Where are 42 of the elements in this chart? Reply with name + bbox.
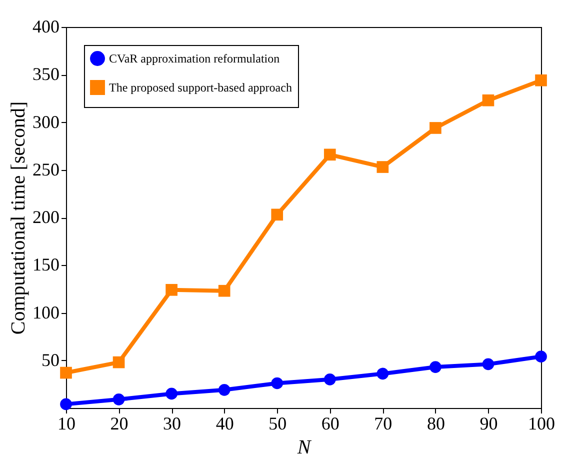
legend-label: CVaR approximation reformulation bbox=[109, 52, 280, 66]
x-tick-label: 20 bbox=[110, 414, 128, 434]
y-tick-label: 150 bbox=[32, 254, 60, 275]
y-axis-title: Computational time [second] bbox=[8, 101, 30, 335]
point bbox=[218, 284, 230, 297]
y-tick-label: 200 bbox=[32, 207, 60, 227]
x-tick-label: 40 bbox=[216, 414, 234, 434]
point bbox=[535, 350, 547, 362]
x-tick-label: 60 bbox=[321, 414, 340, 434]
legend-label: The proposed support-based approach bbox=[109, 80, 292, 94]
point bbox=[324, 374, 336, 386]
x-tick-label: 90 bbox=[480, 414, 498, 434]
x-tick-label: 100 bbox=[528, 414, 555, 434]
point bbox=[271, 208, 284, 221]
point bbox=[218, 384, 230, 396]
y-tick-label: 400 bbox=[32, 16, 60, 36]
point bbox=[430, 122, 442, 134]
y-tick-label: 300 bbox=[32, 112, 60, 132]
y-tick-label: 100 bbox=[32, 302, 60, 322]
point bbox=[482, 94, 494, 106]
point bbox=[166, 388, 178, 400]
point bbox=[324, 148, 336, 161]
point bbox=[376, 368, 389, 380]
y-tick-label: 50 bbox=[42, 350, 60, 370]
point bbox=[112, 356, 125, 368]
x-tick-label: 30 bbox=[163, 414, 182, 434]
point bbox=[482, 358, 494, 370]
x-axis-title: N bbox=[296, 436, 312, 458]
x-tick-label: 50 bbox=[268, 414, 287, 434]
point bbox=[60, 366, 72, 379]
x-tick-label: 10 bbox=[58, 414, 76, 434]
point bbox=[166, 284, 178, 296]
point bbox=[430, 361, 442, 373]
point bbox=[112, 394, 125, 406]
y-tick-label: 350 bbox=[32, 64, 60, 84]
x-tick-label: 70 bbox=[374, 414, 392, 434]
point bbox=[535, 74, 547, 86]
point bbox=[60, 398, 72, 410]
point bbox=[376, 161, 389, 173]
x-tick-label: 80 bbox=[426, 414, 445, 434]
y-tick-label: 250 bbox=[32, 159, 60, 180]
point bbox=[271, 377, 284, 390]
